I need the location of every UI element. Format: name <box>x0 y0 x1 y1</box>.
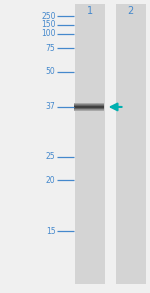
Bar <box>75 4 105 284</box>
Text: 100: 100 <box>41 29 56 38</box>
Bar <box>116 4 146 284</box>
Text: 50: 50 <box>46 67 56 76</box>
Bar <box>74 105 104 106</box>
Bar <box>74 106 104 107</box>
Text: 2: 2 <box>127 6 134 16</box>
Bar <box>74 103 104 104</box>
Text: 25: 25 <box>46 152 56 161</box>
Bar <box>74 108 104 109</box>
Bar <box>74 110 104 111</box>
Text: 75: 75 <box>46 44 56 53</box>
Text: 37: 37 <box>46 103 56 111</box>
Text: 150: 150 <box>41 21 56 29</box>
Text: 20: 20 <box>46 176 56 185</box>
Text: 15: 15 <box>46 227 56 236</box>
Bar <box>74 109 104 110</box>
Text: 1: 1 <box>87 6 93 16</box>
Bar <box>74 107 104 108</box>
Bar <box>74 104 104 105</box>
Text: 250: 250 <box>41 12 56 21</box>
